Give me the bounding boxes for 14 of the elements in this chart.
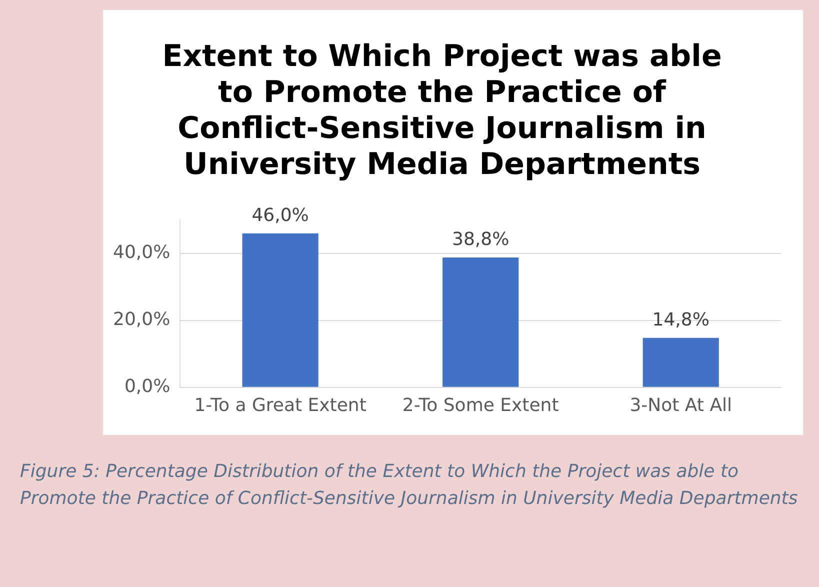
- data-label: 14,8%: [652, 310, 710, 331]
- data-label: 38,8%: [452, 229, 510, 250]
- x-tick-label: 1-To a Great Extent: [194, 394, 366, 416]
- bar: [242, 233, 318, 387]
- bar: [442, 258, 519, 387]
- y-tick-label: 20,0%: [112, 309, 170, 330]
- x-tick-label: 2-To Some Extent: [402, 394, 559, 416]
- caption: Figure 5: Percentage Distribution of the Extent to Which the Project was able to Promote the Practice of Conflict-Sensitive Journalism in University Media Departments: [20, 460, 799, 511]
- chart-title: Extent to Which Project was able to Promote the Practice of Conflict-Sensitive Journalism in University Media Departments: [162, 38, 722, 182]
- x-tick-label: 3-Not At All: [630, 394, 732, 416]
- bar: [642, 338, 719, 387]
- y-tick-label: 0,0%: [124, 376, 170, 398]
- y-tick-label: 40,0%: [112, 242, 170, 264]
- data-label: 46,0%: [252, 205, 309, 226]
